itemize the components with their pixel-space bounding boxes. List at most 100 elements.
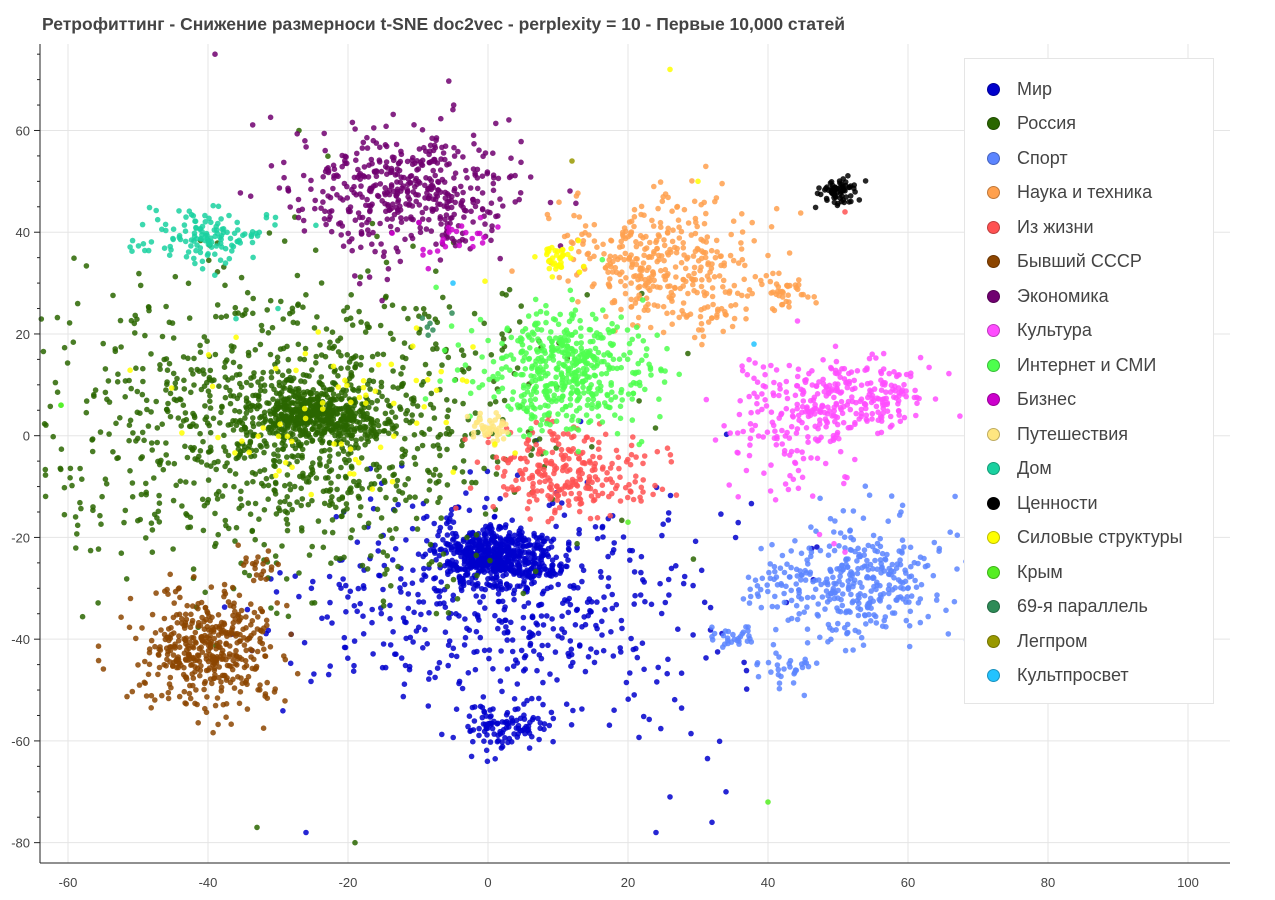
data-point xyxy=(148,351,154,357)
data-point xyxy=(851,580,857,587)
data-point xyxy=(586,458,593,464)
data-point xyxy=(551,470,557,477)
data-point xyxy=(649,217,655,224)
data-point xyxy=(380,598,387,604)
data-point xyxy=(796,611,802,617)
data-point xyxy=(193,640,199,646)
data-point xyxy=(553,523,559,530)
data-point xyxy=(172,380,179,386)
data-point xyxy=(650,491,656,498)
data-point xyxy=(357,427,364,433)
data-point xyxy=(446,615,452,621)
data-point xyxy=(426,370,432,377)
data-point xyxy=(292,573,299,579)
data-point xyxy=(287,204,294,210)
data-point xyxy=(491,513,498,520)
data-point xyxy=(525,600,532,606)
data-point xyxy=(489,223,495,229)
data-point xyxy=(796,277,802,283)
data-point xyxy=(412,184,418,190)
data-point xyxy=(821,388,828,395)
data-point xyxy=(548,538,555,545)
data-point xyxy=(153,398,159,405)
data-point xyxy=(561,233,568,240)
data-point xyxy=(388,183,395,190)
data-point xyxy=(823,588,830,594)
data-point xyxy=(617,645,623,651)
data-point xyxy=(573,496,580,502)
data-point xyxy=(311,396,317,403)
data-point xyxy=(347,208,353,215)
data-point xyxy=(518,138,524,145)
data-point xyxy=(445,662,452,669)
data-point xyxy=(264,622,270,629)
data-point xyxy=(619,625,625,632)
data-point xyxy=(381,562,388,569)
data-point xyxy=(322,208,328,215)
data-point xyxy=(816,577,822,583)
data-point xyxy=(580,238,587,244)
data-point xyxy=(500,573,506,579)
data-point xyxy=(616,465,622,472)
data-point xyxy=(284,521,291,527)
data-point xyxy=(219,404,225,411)
data-point xyxy=(335,373,341,379)
data-point xyxy=(373,406,379,412)
data-point xyxy=(182,443,188,450)
data-point xyxy=(166,360,173,367)
data-point xyxy=(294,670,301,677)
data-point xyxy=(503,559,510,566)
data-point xyxy=(823,393,830,399)
data-point xyxy=(473,532,480,538)
data-point xyxy=(659,198,666,205)
data-point xyxy=(192,700,198,707)
data-point xyxy=(140,365,146,372)
data-point xyxy=(779,288,786,295)
data-point xyxy=(221,581,228,588)
data-point xyxy=(420,645,426,651)
data-point xyxy=(437,472,443,479)
data-point xyxy=(176,644,183,650)
data-point xyxy=(661,257,667,264)
data-point xyxy=(494,458,501,465)
data-point xyxy=(487,557,493,564)
data-point xyxy=(399,382,405,389)
data-point xyxy=(870,566,876,572)
data-point xyxy=(657,179,664,185)
data-point xyxy=(531,579,537,586)
data-point xyxy=(189,671,195,677)
data-point xyxy=(297,432,304,439)
data-point xyxy=(808,553,814,560)
data-point xyxy=(535,715,541,722)
data-point xyxy=(609,479,615,486)
data-point xyxy=(308,678,314,685)
data-point xyxy=(405,476,412,482)
series-5 xyxy=(95,542,301,736)
data-point xyxy=(847,546,854,553)
data-point xyxy=(261,449,267,456)
data-point xyxy=(765,252,771,259)
data-point xyxy=(322,353,329,360)
data-point xyxy=(671,696,678,703)
data-point xyxy=(787,664,793,670)
data-point xyxy=(335,349,342,355)
data-point xyxy=(440,294,446,301)
data-point xyxy=(148,440,155,446)
data-point xyxy=(172,645,178,651)
data-point xyxy=(550,715,557,722)
data-point xyxy=(629,547,636,554)
data-point xyxy=(400,615,407,621)
data-point xyxy=(305,410,311,417)
data-point xyxy=(718,511,724,517)
data-point xyxy=(235,542,241,548)
data-point xyxy=(368,553,374,559)
data-point xyxy=(38,316,45,322)
data-point xyxy=(497,495,503,502)
data-point xyxy=(525,551,532,557)
data-point xyxy=(514,365,521,371)
data-point xyxy=(369,185,375,191)
data-point xyxy=(420,379,427,385)
data-point xyxy=(117,415,123,421)
data-point xyxy=(515,568,521,575)
